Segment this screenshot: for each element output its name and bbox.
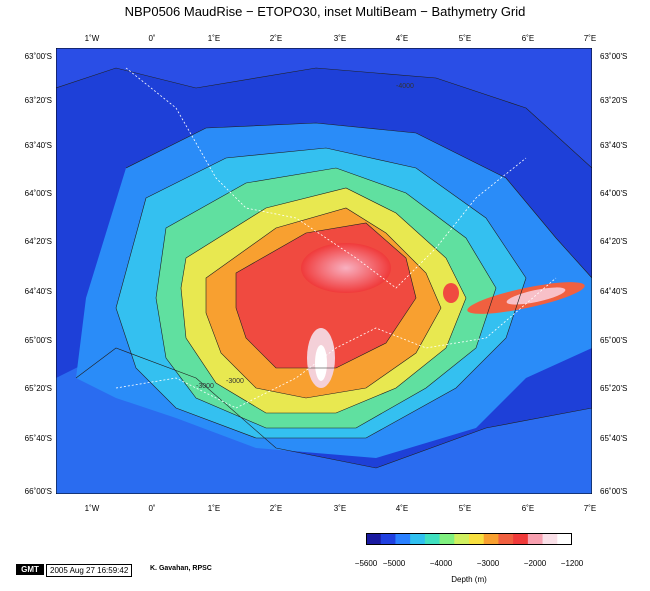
lon-tick-top: 2˚E — [269, 34, 283, 43]
colorbar-swatch — [542, 533, 558, 545]
lat-tick-right: 64˚00'S — [600, 189, 628, 198]
lon-tick-bottom: 0˚ — [148, 504, 156, 513]
colorbar-swatch — [366, 533, 382, 545]
colorbar-swatch — [498, 533, 514, 545]
lat-tick-left: 66˚00'S — [24, 487, 52, 496]
lat-tick-left: 64˚00'S — [24, 189, 52, 198]
gmt-logo: GMT — [16, 564, 44, 575]
lon-tick-bottom: 3˚E — [333, 504, 347, 513]
lat-tick-left: 63˚40'S — [24, 141, 52, 150]
bathymetry-map: -3000 -3000 -4000 — [56, 48, 592, 494]
colorbar-swatch — [424, 533, 441, 545]
lat-tick-right: 64˚40'S — [600, 287, 628, 296]
lon-tick-bottom: 6˚E — [521, 504, 535, 513]
lat-tick-left: 65˚40'S — [24, 434, 52, 443]
colorbar-swatch — [439, 533, 455, 545]
colorbar-tick: −2000 — [523, 559, 547, 568]
colorbar-swatch — [557, 533, 572, 545]
lat-tick-right: 65˚00'S — [600, 336, 628, 345]
lon-tick-top: 5˚E — [458, 34, 472, 43]
lat-tick-left: 64˚40'S — [24, 287, 52, 296]
lat-tick-right: 64˚20'S — [600, 237, 628, 246]
colorbar-label: Depth (m) — [451, 575, 487, 584]
lon-tick-top: 1˚W — [84, 34, 100, 43]
colorbar-swatch — [527, 533, 544, 545]
lat-tick-left: 65˚20'S — [24, 384, 52, 393]
colorbar-tick: −3000 — [476, 559, 500, 568]
map-frame: -3000 -3000 -4000 — [56, 48, 592, 494]
lat-tick-right: 65˚40'S — [600, 434, 628, 443]
colorbar-tick: −4000 — [429, 559, 453, 568]
lon-tick-bottom: 1˚E — [207, 504, 221, 513]
colorbar-swatch — [410, 533, 426, 545]
lat-tick-right: 63˚00'S — [600, 52, 628, 61]
lon-tick-bottom: 5˚E — [458, 504, 472, 513]
colorbar-swatch — [469, 533, 485, 545]
contour-lines — [56, 67, 592, 469]
lat-tick-right: 65˚20'S — [600, 384, 628, 393]
colorbar-border — [366, 533, 572, 545]
east-ridge-crest — [506, 287, 566, 305]
deep-band — [56, 48, 592, 168]
contour-label: -3000 — [196, 383, 214, 390]
colorbar-tick: −1200 — [560, 559, 584, 568]
lat-tick-right: 63˚20'S — [600, 96, 628, 105]
lon-tick-bottom: 4˚E — [395, 504, 409, 513]
lat-tick-left: 64˚20'S — [24, 237, 52, 246]
lon-tick-top: 7˚E — [583, 34, 597, 43]
colorbar-swatch — [395, 533, 411, 545]
colorbar-tick: −5000 — [382, 559, 406, 568]
summit-plateau — [301, 243, 391, 293]
lat-tick-left: 63˚20'S — [24, 96, 52, 105]
lon-tick-bottom: 7˚E — [583, 504, 597, 513]
depth-colorbar — [366, 533, 572, 545]
lon-tick-top: 4˚E — [395, 34, 409, 43]
colorbar-swatch — [483, 533, 499, 545]
lat-tick-left: 65˚00'S — [24, 336, 52, 345]
lon-tick-bottom: 2˚E — [269, 504, 283, 513]
contour-label: -4000 — [396, 83, 414, 90]
lon-tick-top: 1˚E — [207, 34, 221, 43]
timestamp: 2005 Aug 27 16:59:42 — [46, 564, 133, 577]
colorbar-swatch — [454, 533, 470, 545]
colorbar-swatch — [380, 533, 396, 545]
small-seamount — [443, 283, 459, 303]
author-credit: K. Gavahan, RPSC — [150, 565, 212, 572]
multibeam-tracks — [115, 67, 557, 409]
seamount-summit — [315, 345, 327, 381]
colorbar-tick: −5600 — [354, 559, 378, 568]
lon-tick-top: 6˚E — [521, 34, 535, 43]
lat-tick-right: 66˚00'S — [600, 487, 628, 496]
lat-tick-right: 63˚40'S — [600, 141, 628, 150]
lon-tick-bottom: 1˚W — [84, 504, 100, 513]
colorbar-swatches — [366, 533, 572, 545]
lon-tick-top: 3˚E — [333, 34, 347, 43]
colorbar-swatch — [513, 533, 529, 545]
map-title: NBP0506 MaudRise − ETOPO30, inset MultiB… — [124, 4, 526, 19]
contour-label: -3000 — [226, 378, 244, 385]
lon-tick-top: 0˚ — [148, 34, 156, 43]
lat-tick-left: 63˚00'S — [24, 52, 52, 61]
